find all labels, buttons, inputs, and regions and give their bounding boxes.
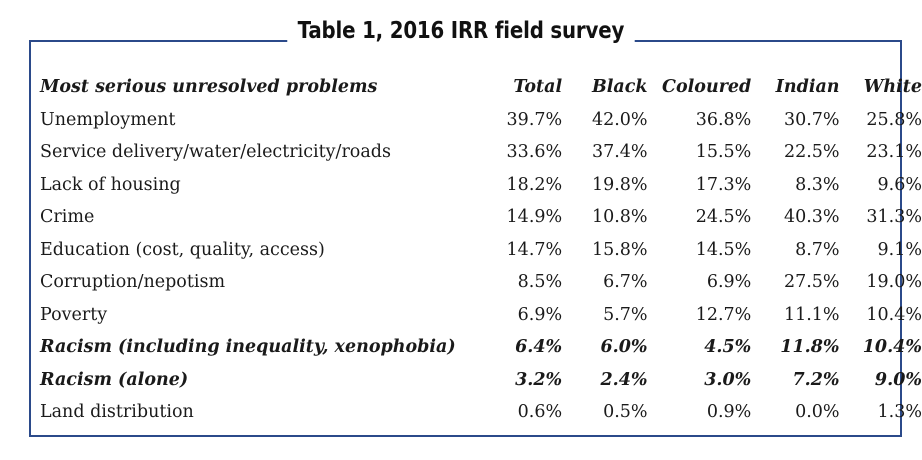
table-row: Education (cost, quality, access) 14.7% 15…	[40, 234, 922, 267]
cell-coloured: 15.5%	[695, 142, 752, 162]
cell-indian: 27.5%	[783, 272, 840, 292]
header-problems: Most serious unresolved problems	[40, 77, 378, 97]
table-row: Crime 14.9% 10.8% 24.5% 40.3% 31.3%	[40, 201, 922, 234]
cell-indian: 11.8%	[780, 337, 840, 357]
cell-white: 9.0%	[874, 369, 922, 390]
cell-total: 14.7%	[506, 239, 563, 260]
table-row: Racism (alone) 3.2% 2.4% 3.0% 7.2% 9.0%	[40, 364, 922, 397]
cell-black: 0.5%	[603, 402, 648, 422]
cell-coloured: 6.9%	[706, 272, 752, 292]
cell-white: 19.0%	[866, 272, 922, 292]
cell-black: 19.8%	[591, 174, 648, 195]
cell-coloured: 14.5%	[695, 239, 752, 260]
table-row: Unemployment 39.7% 42.0% 36.8% 30.7% 25.8%	[40, 104, 922, 137]
survey-table: Most serious unresolved problems Total B…	[40, 71, 922, 429]
cell-indian: 8.3%	[795, 174, 840, 195]
cell-indian: 40.3%	[783, 207, 840, 227]
table-row: Corruption/nepotism 8.5% 6.7% 6.9% 27.5% 19.0…	[40, 266, 922, 299]
header-total: Total	[513, 77, 563, 97]
table-row: Poverty 6.9% 5.7% 12.7% 11.1% 10.4%	[40, 299, 922, 332]
row-label: Poverty	[40, 304, 108, 325]
table-header-row: Most serious unresolved problems Total B…	[40, 71, 922, 104]
cell-total: 18.2%	[506, 174, 563, 195]
cell-black: 10.8%	[591, 207, 648, 227]
cell-coloured: 4.5%	[704, 337, 752, 357]
header-black: Black	[591, 77, 648, 97]
header-coloured: Coloured	[662, 77, 752, 97]
cell-coloured: 3.0%	[704, 369, 752, 390]
table-body: Unemployment 39.7% 42.0% 36.8% 30.7% 25.8% Ser…	[40, 104, 922, 429]
cell-indian: 0.0%	[795, 402, 840, 422]
cell-total: 3.2%	[515, 369, 563, 390]
cell-black: 42.0%	[591, 109, 648, 130]
cell-black: 2.4%	[600, 369, 648, 390]
header-indian: Indian	[775, 77, 840, 97]
cell-white: 25.8%	[866, 109, 922, 130]
cell-black: 6.0%	[600, 337, 648, 357]
cell-coloured: 0.9%	[706, 402, 752, 422]
cell-coloured: 24.5%	[695, 207, 752, 227]
cell-total: 6.9%	[517, 304, 563, 325]
table-row: Service delivery/water/electricity/roads…	[40, 136, 922, 169]
table-title: Table 1, 2016 IRR field survey	[287, 18, 635, 44]
cell-white: 9.1%	[877, 239, 922, 260]
cell-indian: 7.2%	[792, 369, 840, 390]
cell-black: 37.4%	[591, 142, 648, 162]
row-label: Service delivery/water/electricity/roads	[40, 142, 391, 162]
table-row: Racism (including inequality, xenophobia…	[40, 331, 922, 364]
row-label: Racism (including inequality, xenophobia…	[40, 337, 456, 357]
cell-white: 23.1%	[866, 142, 922, 162]
cell-total: 39.7%	[506, 109, 563, 130]
cell-total: 8.5%	[517, 272, 563, 292]
cell-white: 1.3%	[877, 402, 922, 422]
title-container: Table 1, 2016 IRR field survey	[0, 18, 922, 44]
cell-white: 31.3%	[866, 207, 922, 227]
cell-indian: 8.7%	[795, 239, 840, 260]
cell-total: 14.9%	[506, 207, 563, 227]
table-row: Land distribution 0.6% 0.5% 0.9% 0.0% 1.3%	[40, 396, 922, 429]
cell-white: 9.6%	[877, 174, 922, 195]
cell-black: 15.8%	[591, 239, 648, 260]
row-label: Racism (alone)	[40, 369, 189, 390]
cell-white: 10.4%	[862, 337, 922, 357]
cell-black: 6.7%	[603, 272, 648, 292]
row-label: Education (cost, quality, access)	[40, 239, 325, 260]
cell-total: 33.6%	[506, 142, 563, 162]
row-label: Lack of housing	[40, 174, 181, 195]
cell-coloured: 12.7%	[695, 304, 752, 325]
cell-total: 0.6%	[517, 402, 563, 422]
cell-coloured: 36.8%	[695, 109, 752, 130]
cell-indian: 11.1%	[783, 304, 840, 325]
row-label: Corruption/nepotism	[40, 272, 226, 292]
cell-total: 6.4%	[515, 337, 563, 357]
header-white: White	[863, 77, 922, 97]
row-label: Unemployment	[40, 109, 176, 130]
cell-black: 5.7%	[603, 304, 648, 325]
cell-indian: 22.5%	[783, 142, 840, 162]
cell-coloured: 17.3%	[695, 174, 752, 195]
row-label: Land distribution	[40, 402, 194, 422]
cell-indian: 30.7%	[783, 109, 840, 130]
row-label: Crime	[40, 207, 95, 227]
cell-white: 10.4%	[866, 304, 922, 325]
table-row: Lack of housing 18.2% 19.8% 17.3% 8.3% 9.6%	[40, 169, 922, 202]
